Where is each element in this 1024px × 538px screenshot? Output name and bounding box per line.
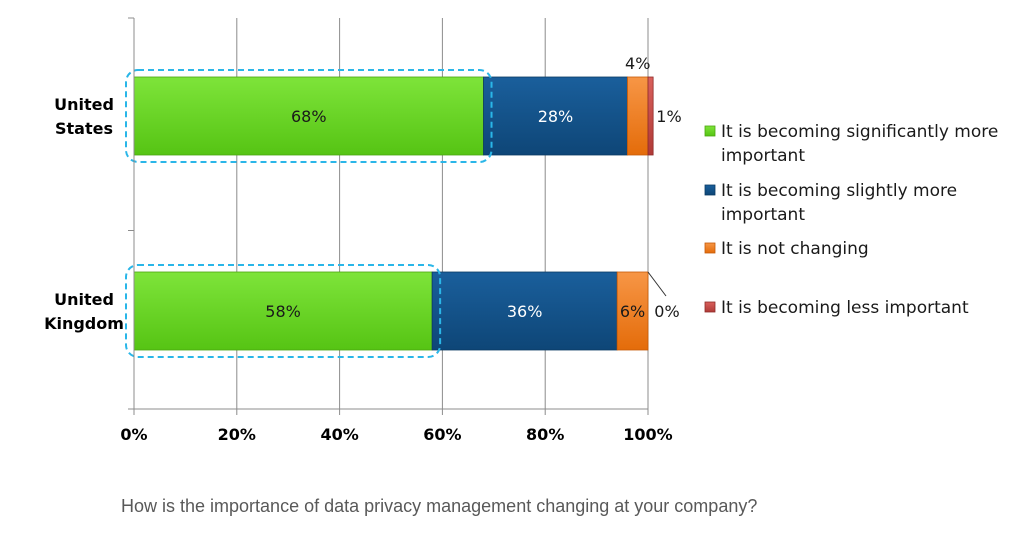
data-label: 58%	[265, 302, 301, 321]
bar-segment	[616, 271, 649, 351]
bar-segment	[647, 76, 654, 156]
bar-segment	[627, 76, 649, 156]
highlight-box	[125, 69, 493, 163]
legend-swatch	[704, 301, 716, 313]
legend-label: It is not changing	[721, 239, 869, 259]
data-label: 36%	[507, 302, 543, 321]
category-label: United	[54, 95, 114, 114]
data-label: 4%	[625, 54, 650, 73]
category-label: United	[54, 290, 114, 309]
data-label: 28%	[538, 107, 574, 126]
data-label: 6%	[620, 302, 645, 321]
x-tick-label: 0%	[120, 425, 147, 444]
bar-segment	[483, 76, 628, 156]
data-label: 0%	[654, 302, 679, 321]
data-label: 1%	[656, 107, 681, 126]
category-label: Kingdom	[44, 314, 124, 333]
bar-segment	[133, 76, 484, 156]
chart-caption: How is the importance of data privacy ma…	[121, 496, 758, 516]
legend-swatch	[704, 242, 716, 254]
legend-label: It is becoming less important	[721, 298, 969, 318]
legend-swatch	[704, 184, 716, 196]
data-label: 68%	[291, 107, 327, 126]
x-tick-label: 100%	[623, 425, 672, 444]
legend-label: important	[721, 146, 805, 166]
bar-segment	[133, 271, 433, 351]
leader-line	[647, 271, 667, 297]
x-tick-label: 20%	[218, 425, 256, 444]
bar-segment	[431, 271, 618, 351]
legend-label: It is becoming significantly more	[721, 122, 998, 142]
x-tick-label: 80%	[526, 425, 564, 444]
category-label: States	[55, 119, 113, 138]
legend-label: important	[721, 205, 805, 225]
legend-swatch	[704, 125, 716, 137]
x-tick-label: 60%	[423, 425, 461, 444]
x-tick-label: 40%	[320, 425, 358, 444]
highlight-box	[125, 264, 442, 358]
legend-label: It is becoming slightly more	[721, 181, 957, 201]
